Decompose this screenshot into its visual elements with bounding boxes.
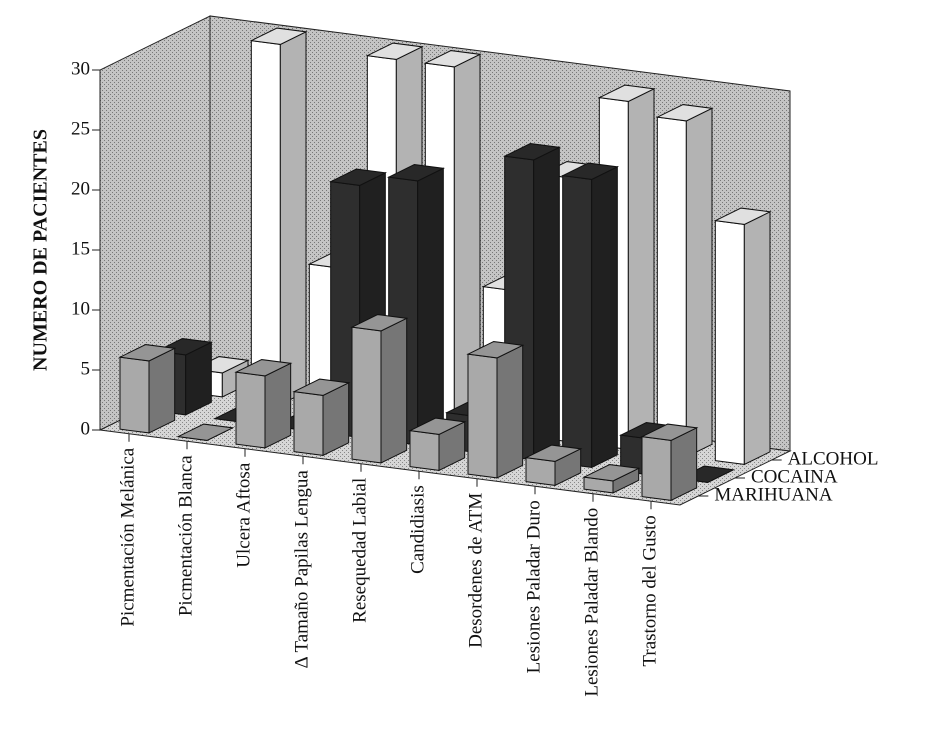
x-tick-label: Candidiasis <box>407 485 428 574</box>
bar-side <box>591 166 618 469</box>
bar-side <box>685 107 713 458</box>
bar-side <box>264 362 292 449</box>
y-tick-label: 10 <box>71 298 90 319</box>
bar-top <box>640 423 699 441</box>
bar <box>560 162 620 469</box>
bar-front <box>119 356 150 434</box>
bar-side <box>380 317 408 464</box>
y-tick-label: 20 <box>71 178 90 199</box>
bar-top <box>466 341 525 359</box>
legend-label: MARIHUANA <box>714 484 833 505</box>
bar-top <box>328 168 388 186</box>
y-tick-label: 0 <box>81 418 91 439</box>
bar <box>408 417 467 472</box>
bar <box>466 341 525 479</box>
x-tick-label: Resequedad Labial <box>349 478 370 623</box>
y-tick-label: 5 <box>81 358 91 379</box>
bar-front <box>525 457 556 486</box>
bar-side <box>496 344 524 479</box>
bar-side <box>417 167 444 446</box>
bar-front <box>235 371 266 449</box>
bar-front <box>656 116 687 458</box>
bar <box>249 27 308 406</box>
bar-side <box>148 347 176 434</box>
x-tick-label: Δ Tamaño Papilas Lengua <box>291 470 312 669</box>
legend-label: ALCOHOL <box>788 448 879 469</box>
bar-top <box>408 417 467 435</box>
bar <box>176 423 235 441</box>
bar <box>582 464 641 494</box>
bar-front <box>714 220 745 465</box>
bar-top <box>365 42 424 60</box>
bar-front <box>562 175 593 468</box>
bar-side <box>279 31 307 406</box>
x-tick-label: Ulcera Aftosa <box>233 462 254 568</box>
bar-top <box>524 444 583 462</box>
bar-front <box>351 326 382 464</box>
bar-top <box>502 143 562 161</box>
bar <box>350 314 409 464</box>
bar-top <box>597 84 656 102</box>
x-tick-label: Lesiones Paladar Duro <box>523 500 544 673</box>
bar-top <box>655 104 714 122</box>
bar-top <box>234 359 293 377</box>
bar-front <box>293 391 324 456</box>
bar <box>713 207 772 466</box>
x-tick-label: Lesiones Paladar Blando <box>581 508 602 697</box>
bar <box>118 344 177 434</box>
bar-top <box>350 314 409 332</box>
bar-top <box>582 464 641 482</box>
x-tick-label: Desordenes de ATM <box>465 493 486 648</box>
bar-top <box>713 207 772 225</box>
bar-front <box>467 353 498 479</box>
y-tick-label: 25 <box>71 118 90 139</box>
y-tick-label: 15 <box>71 238 90 259</box>
bar <box>655 104 714 458</box>
y-tick-label: 30 <box>71 58 90 79</box>
bar-top <box>560 162 620 180</box>
bar <box>640 423 699 502</box>
bar-side <box>743 211 771 466</box>
x-tick-label: Picmentación Melánica <box>117 447 138 626</box>
bar-top <box>423 50 482 68</box>
bar <box>524 444 583 487</box>
bar-top <box>118 344 177 362</box>
legend-label: COCAINA <box>751 466 838 487</box>
bar-front <box>641 436 672 501</box>
y-axis-label: NUMERO DE PACIENTES <box>30 129 52 371</box>
bar-top <box>176 423 235 441</box>
bar-side <box>627 88 655 451</box>
bar-top <box>386 164 446 182</box>
bar-top <box>292 378 351 396</box>
bar <box>292 378 351 457</box>
bar-front <box>250 40 281 405</box>
bar-top <box>249 27 308 45</box>
x-tick-label: Trastorno del Gusto <box>639 515 660 666</box>
bar-front <box>409 430 440 471</box>
x-tick-label: Picmentación Blanca <box>175 455 196 616</box>
bar-side <box>533 146 560 461</box>
bar <box>234 359 293 449</box>
